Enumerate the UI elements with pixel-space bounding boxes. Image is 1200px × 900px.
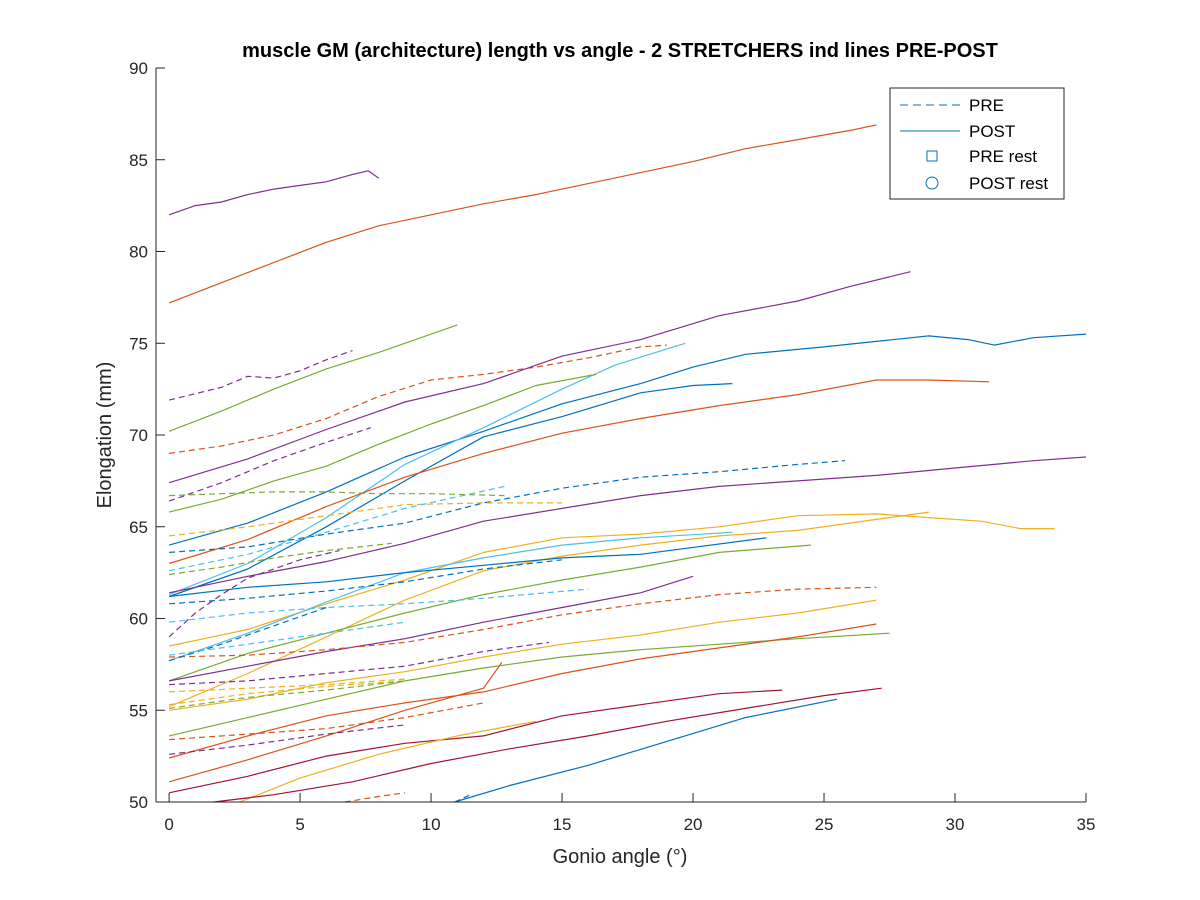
series-line-5 (169, 344, 667, 454)
series-line-31 (169, 599, 877, 711)
series-line-44 (454, 698, 838, 803)
y-tick-label: 65 (129, 518, 148, 537)
series-line-24 (168, 550, 340, 638)
y-tick-label: 60 (129, 610, 148, 629)
series-line-27 (168, 575, 694, 682)
series-line-9 (168, 373, 597, 513)
series-line-32 (168, 632, 890, 737)
series-line-33 (168, 623, 877, 759)
series-layer (168, 124, 1087, 803)
series-line-26 (169, 588, 589, 623)
x-axis-label: Gonio angle (°) (553, 846, 688, 868)
x-tick-label: 5 (295, 815, 304, 834)
y-tick-label: 50 (129, 793, 148, 812)
axes-layer: 0 5 10 15 20 25 30 35 50 55 60 65 70 75 80 85 90 (129, 59, 1095, 834)
y-tick-label: 85 (129, 151, 148, 170)
series-line-42 (239, 720, 537, 803)
legend: PRE POST PRE rest POST rest (889, 87, 1065, 200)
series-line-45 (454, 794, 471, 803)
x-tick-label: 30 (946, 815, 965, 834)
chart-title: muscle GM (architecture) length vs angle… (242, 40, 998, 62)
y-tick-label: 80 (129, 243, 148, 262)
x-tick-label: 15 (553, 815, 572, 834)
series-line-4 (168, 324, 458, 432)
x-tick-label: 20 (684, 815, 703, 834)
series-line-28 (169, 586, 877, 658)
series-line-14 (169, 491, 505, 497)
series-line-15 (168, 456, 1087, 594)
series-line-21 (168, 544, 811, 682)
series-line-41 (168, 689, 783, 794)
legend-pre-label: PRE (969, 96, 1004, 115)
legend-post-rest-circle-marker (925, 176, 939, 190)
series-line-20 (169, 537, 767, 598)
y-tick-label: 70 (129, 426, 148, 445)
x-tick-label: 0 (164, 815, 173, 834)
series-line-22 (168, 485, 505, 572)
y-tick-label: 75 (129, 334, 148, 353)
x-tick-label: 10 (422, 815, 441, 834)
series-line-39 (169, 702, 484, 741)
series-line-10 (168, 427, 371, 502)
series-line-19 (168, 531, 733, 662)
y-axis-label: Elongation (mm) (94, 362, 116, 509)
legend-post-rest-label: POST rest (969, 174, 1048, 193)
series-line-7 (168, 333, 1087, 546)
y-tick-label: 55 (129, 701, 148, 720)
series-line-18 (168, 511, 929, 708)
series-line-46 (344, 792, 405, 803)
series-line-3 (168, 350, 353, 401)
y-tick-label: 90 (129, 59, 148, 78)
series-line-8 (168, 342, 686, 596)
series-line-25 (169, 559, 563, 605)
series-line-38 (168, 662, 503, 783)
series-line-34 (169, 641, 550, 686)
legend-box (889, 87, 1065, 200)
series-line-43 (213, 687, 882, 803)
series-line-1 (168, 170, 380, 216)
x-tick-label: 35 (1077, 815, 1096, 834)
series-line-12 (168, 379, 990, 565)
series-line-23 (169, 542, 392, 576)
legend-pre-rest-label: PRE rest (969, 147, 1037, 166)
series-line-6 (168, 271, 911, 484)
x-tick-label: 25 (815, 815, 834, 834)
series-line-16 (169, 502, 563, 537)
legend-pre-rest-square-marker (926, 150, 938, 162)
series-line-11 (168, 383, 733, 598)
legend-post-label: POST (969, 122, 1015, 141)
series-line-2 (168, 124, 877, 304)
series-line-29 (168, 606, 327, 662)
series-line-17 (168, 513, 1055, 647)
